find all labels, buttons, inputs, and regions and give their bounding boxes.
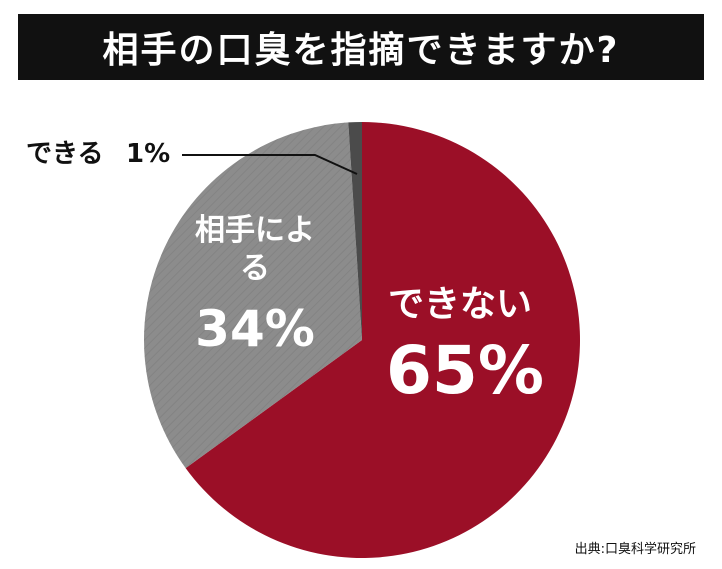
value-label: 34% <box>195 300 315 358</box>
slice-hatch <box>143 122 362 469</box>
pie-slice <box>185 122 581 558</box>
chart-title: 相手の口臭を指摘できますか? <box>18 14 704 80</box>
category-label: できない <box>387 284 532 325</box>
leader-line <box>182 154 358 175</box>
category-label: 相手による <box>195 213 315 286</box>
source: 出典:口臭科学研究所 <box>574 542 696 557</box>
category-label: できる <box>26 139 104 169</box>
pie-slice <box>348 122 362 340</box>
value-label: 1% <box>126 139 171 169</box>
value-label: 65% <box>386 332 544 409</box>
